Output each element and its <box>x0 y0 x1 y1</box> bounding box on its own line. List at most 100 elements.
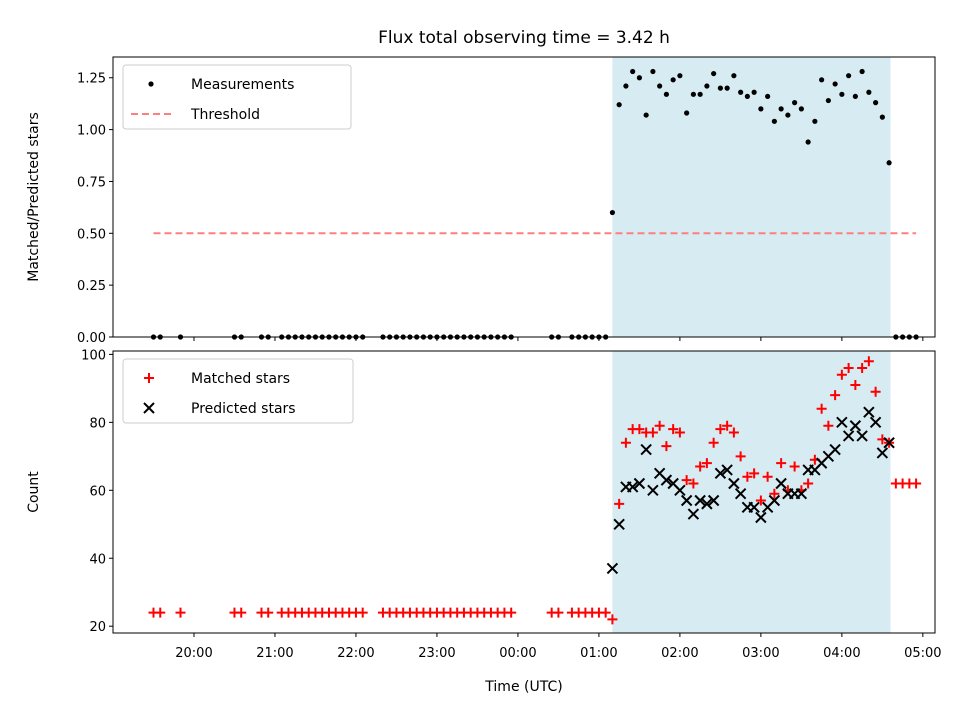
count-panel: 20 40 60 80 100 20:00 21:00 22:00 23:00 00:00 01:… <box>26 348 942 695</box>
predicted-star-point <box>640 443 652 456</box>
matched-star-point <box>843 362 854 373</box>
matched-star-point <box>634 424 645 435</box>
x-tick-label: 03:00 <box>742 646 779 661</box>
x-tick-label: 01:00 <box>580 646 617 661</box>
matched-star-point <box>742 471 753 482</box>
y-tick-label: 100 <box>81 348 106 363</box>
matched-star-point <box>155 607 166 618</box>
legend-label: Measurements <box>191 77 294 93</box>
measurement-point <box>731 73 737 79</box>
predicted-star-point <box>876 447 889 459</box>
predicted-star-point <box>660 474 673 486</box>
measurement-point <box>616 102 622 108</box>
measurement-point <box>798 106 804 112</box>
legend-box <box>122 358 354 424</box>
matched-star-point <box>688 478 699 489</box>
matched-star-point <box>506 607 517 618</box>
count-panel-marks <box>148 356 922 625</box>
predicted-star-point <box>613 518 625 530</box>
measurement-point <box>690 91 696 97</box>
predicted-star-point <box>734 487 747 500</box>
measurement-point <box>744 93 750 100</box>
predicted-star-point <box>633 477 646 490</box>
y-tick-label: 40 <box>89 552 106 567</box>
legend-measurements-marker <box>148 81 154 87</box>
y-tick-label: 0.75 <box>77 175 106 190</box>
measurement-point <box>785 112 791 118</box>
measurement-point <box>886 160 892 166</box>
predicted-star-point <box>728 477 740 490</box>
measurement-point <box>657 83 663 89</box>
matched-star-point <box>863 356 874 367</box>
measurement-point <box>819 77 825 83</box>
measurement-point <box>852 93 858 100</box>
predicted-star-point <box>856 430 868 442</box>
x-axis-label: Time (UTC) <box>484 679 562 695</box>
y-tick-label: 0.25 <box>77 279 106 294</box>
measurement-point <box>717 85 723 91</box>
measurement-point <box>650 68 656 75</box>
matched-star-point <box>681 475 692 486</box>
x-tick-label: 23:00 <box>418 646 455 661</box>
predicted-star-point <box>836 416 848 429</box>
matched-star-point <box>668 424 679 435</box>
predicted-star-point <box>849 420 862 432</box>
measurement-point <box>846 73 852 79</box>
measurement-point <box>879 114 885 120</box>
predicted-star-point <box>606 562 619 575</box>
matched-star-point <box>803 478 814 489</box>
predicted-star-point <box>775 477 787 490</box>
count-panel-frame <box>112 350 936 634</box>
matched-star-point <box>715 424 726 435</box>
predicted-star-point <box>647 484 659 497</box>
x-tick-label: 00:00 <box>499 646 536 661</box>
predicted-star-point <box>863 406 875 418</box>
predicted-star-point <box>626 481 639 493</box>
matched-star-point <box>654 420 665 431</box>
x-tick-label: 21:00 <box>256 646 293 661</box>
ratio-panel-x-ticks <box>193 337 924 341</box>
ratio-panel-y-ticks: 0.00 0.25 0.50 0.75 1.00 1.25 <box>77 72 113 346</box>
measurement-point <box>825 97 831 104</box>
measurement-point <box>751 89 757 95</box>
predicted-star-point <box>674 484 686 497</box>
y-tick-label: 0.50 <box>77 227 106 242</box>
matched-star-point <box>728 427 739 438</box>
ratio-panel-legend: Measurements Threshold <box>122 64 352 130</box>
y-tick-label: 1.25 <box>77 72 106 87</box>
predicted-star-point <box>748 501 760 513</box>
measurement-point <box>684 110 690 116</box>
matched-star-point <box>614 498 625 509</box>
x-tick-label: 22:00 <box>337 646 374 661</box>
measurement-point <box>812 118 818 124</box>
predicted-star-point <box>755 511 767 524</box>
predicted-star-point <box>694 494 706 507</box>
y-tick-label: 80 <box>89 416 106 431</box>
measurement-point <box>778 106 784 112</box>
legend-box <box>122 64 352 130</box>
matched-star-point <box>762 471 773 482</box>
matched-star-point <box>620 437 631 448</box>
measurement-point <box>839 91 845 97</box>
predicted-star-point <box>687 508 700 520</box>
matched-star-point <box>836 369 847 380</box>
matched-star-point <box>776 458 787 469</box>
matched-star-point <box>553 607 564 618</box>
matched-star-point <box>735 451 746 462</box>
predicted-star-point <box>680 494 693 507</box>
predicted-star-point <box>701 498 713 510</box>
count-panel-x-ticks: 20:00 21:00 22:00 23:00 00:00 01:00 02:00 03:00… <box>175 633 942 661</box>
matched-star-point <box>830 390 841 401</box>
measurement-point <box>724 85 730 91</box>
legend-label: Threshold <box>190 107 260 123</box>
predicted-star-point <box>795 487 808 500</box>
matched-star-point <box>661 441 672 452</box>
measurement-point <box>771 118 777 124</box>
matched-star-point <box>236 607 247 618</box>
measurement-point <box>805 139 811 145</box>
matched-star-point <box>816 403 827 414</box>
matched-star-point <box>857 362 868 373</box>
matched-star-point <box>708 437 719 448</box>
y-tick-label: 20 <box>89 620 106 635</box>
